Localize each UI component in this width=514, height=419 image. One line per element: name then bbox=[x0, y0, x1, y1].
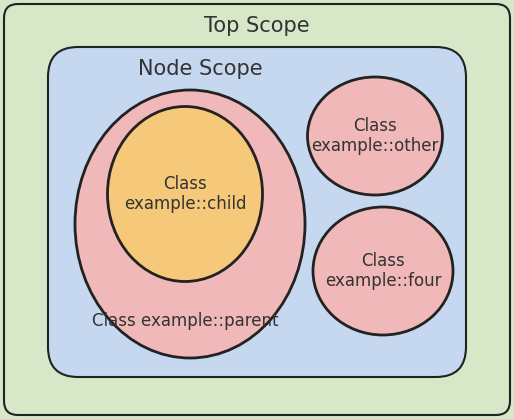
FancyBboxPatch shape bbox=[48, 47, 466, 377]
Text: Class
example::four: Class example::four bbox=[325, 251, 441, 290]
FancyBboxPatch shape bbox=[4, 4, 510, 415]
Text: Top Scope: Top Scope bbox=[204, 16, 310, 36]
Ellipse shape bbox=[307, 77, 443, 195]
Ellipse shape bbox=[75, 90, 305, 358]
Ellipse shape bbox=[313, 207, 453, 335]
Text: Class
example::other: Class example::other bbox=[311, 116, 438, 155]
Text: Class
example::child: Class example::child bbox=[124, 175, 246, 213]
Text: Node Scope: Node Scope bbox=[138, 59, 262, 79]
Ellipse shape bbox=[107, 106, 263, 282]
Text: Class example::parent: Class example::parent bbox=[92, 312, 278, 330]
